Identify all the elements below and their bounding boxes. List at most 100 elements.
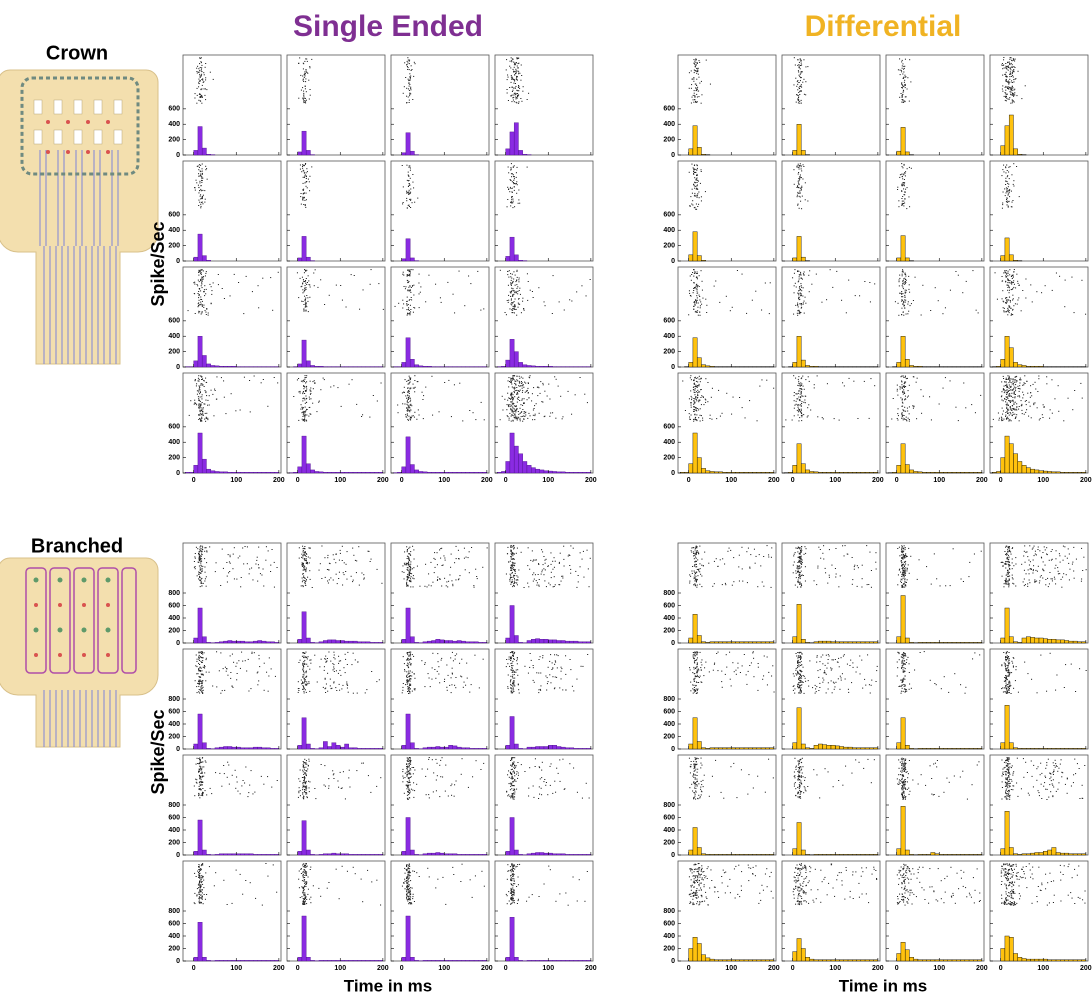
- raster-spike: [515, 385, 516, 386]
- raster-spike: [194, 556, 195, 557]
- raster-spike: [309, 399, 310, 400]
- raster-spike: [697, 285, 698, 286]
- raster-spike: [514, 81, 515, 82]
- raster-spike: [234, 578, 235, 579]
- histogram-bar: [848, 472, 852, 473]
- raster-spike: [200, 96, 201, 97]
- raster-spike: [701, 378, 702, 379]
- raster-spike: [216, 376, 217, 377]
- raster-spike: [1012, 95, 1013, 96]
- raster-spike: [901, 184, 902, 185]
- raster-spike: [698, 192, 699, 193]
- raster-spike: [408, 416, 409, 417]
- raster-spike: [227, 576, 228, 577]
- raster-spike: [407, 400, 408, 401]
- raster-spike: [314, 285, 315, 286]
- raster-spike: [1006, 378, 1007, 379]
- raster-spike: [236, 579, 237, 580]
- raster-spike: [1007, 308, 1008, 309]
- raster-spike: [799, 274, 800, 275]
- histogram-bar: [406, 608, 410, 643]
- histogram-bar: [969, 472, 973, 473]
- raster-spike: [302, 585, 303, 586]
- raster-spike: [1006, 394, 1007, 395]
- raster-spike: [1021, 410, 1022, 411]
- raster-spike: [402, 392, 403, 393]
- raster-spike: [916, 418, 917, 419]
- raster-spike: [510, 296, 511, 297]
- raster-spike: [406, 102, 407, 103]
- raster-spike: [901, 296, 902, 297]
- raster-spike: [531, 400, 532, 401]
- histogram-bar: [952, 472, 956, 473]
- raster-spike: [230, 556, 231, 557]
- raster-spike: [230, 555, 231, 556]
- histogram-bar: [510, 237, 514, 261]
- raster-spike: [473, 585, 474, 586]
- raster-spike: [303, 304, 304, 305]
- raster-spike: [801, 278, 802, 279]
- raster-spike: [409, 61, 410, 62]
- x-tick-label: 100: [230, 477, 242, 484]
- raster-spike: [905, 396, 906, 397]
- raster-spike: [406, 64, 407, 65]
- raster-spike: [714, 286, 715, 287]
- raster-spike: [407, 297, 408, 298]
- raster-spike: [406, 584, 407, 585]
- raster-spike: [720, 416, 721, 417]
- raster-spike: [329, 563, 330, 564]
- raster-spike: [410, 564, 411, 565]
- raster-spike: [304, 290, 305, 291]
- raster-spike: [700, 301, 701, 302]
- raster-spike: [1006, 72, 1007, 73]
- raster-spike: [410, 581, 411, 582]
- raster-spike: [218, 284, 219, 285]
- raster-spike: [1001, 391, 1002, 392]
- raster-spike: [800, 289, 801, 290]
- raster-spike: [411, 70, 412, 71]
- raster-spike: [408, 205, 409, 206]
- raster-spike: [306, 181, 307, 182]
- raster-spike: [524, 310, 525, 311]
- raster-spike: [1006, 399, 1007, 400]
- raster-spike: [406, 582, 407, 583]
- raster-spike: [335, 554, 336, 555]
- raster-spike: [303, 99, 304, 100]
- branched-probe: [0, 558, 158, 747]
- raster-spike: [799, 62, 800, 63]
- histogram-bar: [901, 336, 905, 367]
- raster-spike: [210, 72, 211, 73]
- raster-spike: [797, 394, 798, 395]
- raster-spike: [222, 549, 223, 550]
- raster-spike: [512, 207, 513, 208]
- raster-spike: [870, 301, 871, 302]
- raster-spike: [441, 586, 442, 587]
- raster-spike: [307, 61, 308, 62]
- histogram-bar: [319, 472, 323, 473]
- raster-spike: [690, 196, 691, 197]
- raster-spike: [310, 388, 311, 389]
- raster-spike: [508, 285, 509, 286]
- raster-spike: [515, 97, 516, 98]
- raster-spike: [324, 557, 325, 558]
- raster-spike: [513, 415, 514, 416]
- raster-spike: [198, 275, 199, 276]
- raster-spike: [204, 88, 205, 89]
- raster-spike: [201, 398, 202, 399]
- raster-spike: [241, 577, 242, 578]
- raster-spike: [456, 558, 457, 559]
- raster-spike: [694, 390, 695, 391]
- raster-spike: [506, 314, 507, 315]
- raster-spike: [711, 397, 712, 398]
- subplot: 0200400600: [663, 161, 776, 265]
- raster-spike: [304, 414, 305, 415]
- raster-spike: [1007, 310, 1008, 311]
- subplot: 0100200: [287, 373, 389, 484]
- raster-spike: [1014, 92, 1015, 93]
- raster-spike: [200, 273, 201, 274]
- raster-spike: [1009, 196, 1010, 197]
- raster-spike: [1016, 382, 1017, 383]
- raster-spike: [202, 196, 203, 197]
- raster-spike: [200, 558, 201, 559]
- raster-spike: [511, 410, 512, 411]
